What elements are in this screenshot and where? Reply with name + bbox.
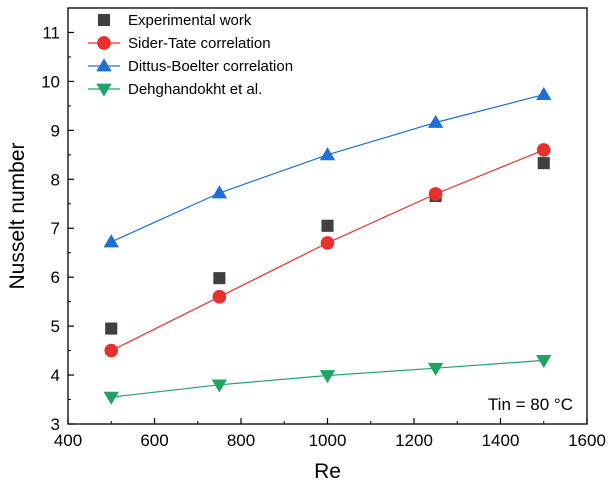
data-point: [320, 236, 335, 250]
x-tick-label: 400: [54, 431, 82, 450]
data-point: [427, 114, 444, 128]
x-axis-title: Re: [314, 460, 341, 483]
legend-marker: [96, 83, 112, 97]
legend-marker: [97, 13, 111, 27]
data-point: [427, 362, 444, 376]
x-tick-label: 1600: [568, 431, 606, 450]
data-point: [211, 379, 228, 393]
y-tick-label: 8: [51, 170, 60, 189]
data-point: [321, 219, 334, 232]
x-tick-label: 1200: [395, 431, 433, 450]
data-point: [319, 370, 336, 384]
data-point: [428, 187, 443, 201]
data-point: [105, 322, 118, 335]
data-point: [211, 185, 228, 199]
data-point: [103, 391, 119, 405]
legend-label: Sider-Tate correlation: [128, 35, 271, 52]
annotation-text: Tin = 80 °C: [488, 395, 573, 414]
x-tick-label: 1000: [309, 431, 347, 450]
data-point: [536, 143, 551, 157]
legend-marker: [96, 58, 112, 72]
x-tick-label: 1400: [482, 431, 520, 450]
data-point: [536, 354, 552, 369]
legend-label: Experimental work: [128, 12, 252, 29]
y-tick-label: 7: [51, 219, 60, 238]
data-point: [213, 272, 226, 285]
y-tick-label: 6: [51, 268, 60, 287]
data-point: [104, 343, 119, 358]
y-tick-label: 5: [51, 317, 60, 336]
legend-label: Dehghandokht et al.: [128, 81, 262, 98]
y-tick-label: 9: [51, 121, 60, 140]
y-tick-label: 4: [51, 366, 60, 385]
data-point: [319, 147, 336, 161]
data-point: [103, 234, 119, 248]
y-tick-label: 11: [42, 23, 60, 42]
series-line-1: [111, 149, 545, 352]
x-tick-label: 600: [140, 431, 168, 450]
x-tick-label: 800: [227, 431, 255, 450]
legend-label: Dittus-Boelter correlation: [128, 58, 293, 75]
data-point: [537, 157, 550, 170]
data-point: [212, 289, 227, 304]
data-point: [536, 86, 552, 101]
y-axis-title: Nusselt number: [6, 142, 29, 289]
y-tick-label: 10: [41, 72, 60, 91]
legend-marker: [97, 36, 111, 50]
y-tick-label: 3: [51, 415, 60, 434]
